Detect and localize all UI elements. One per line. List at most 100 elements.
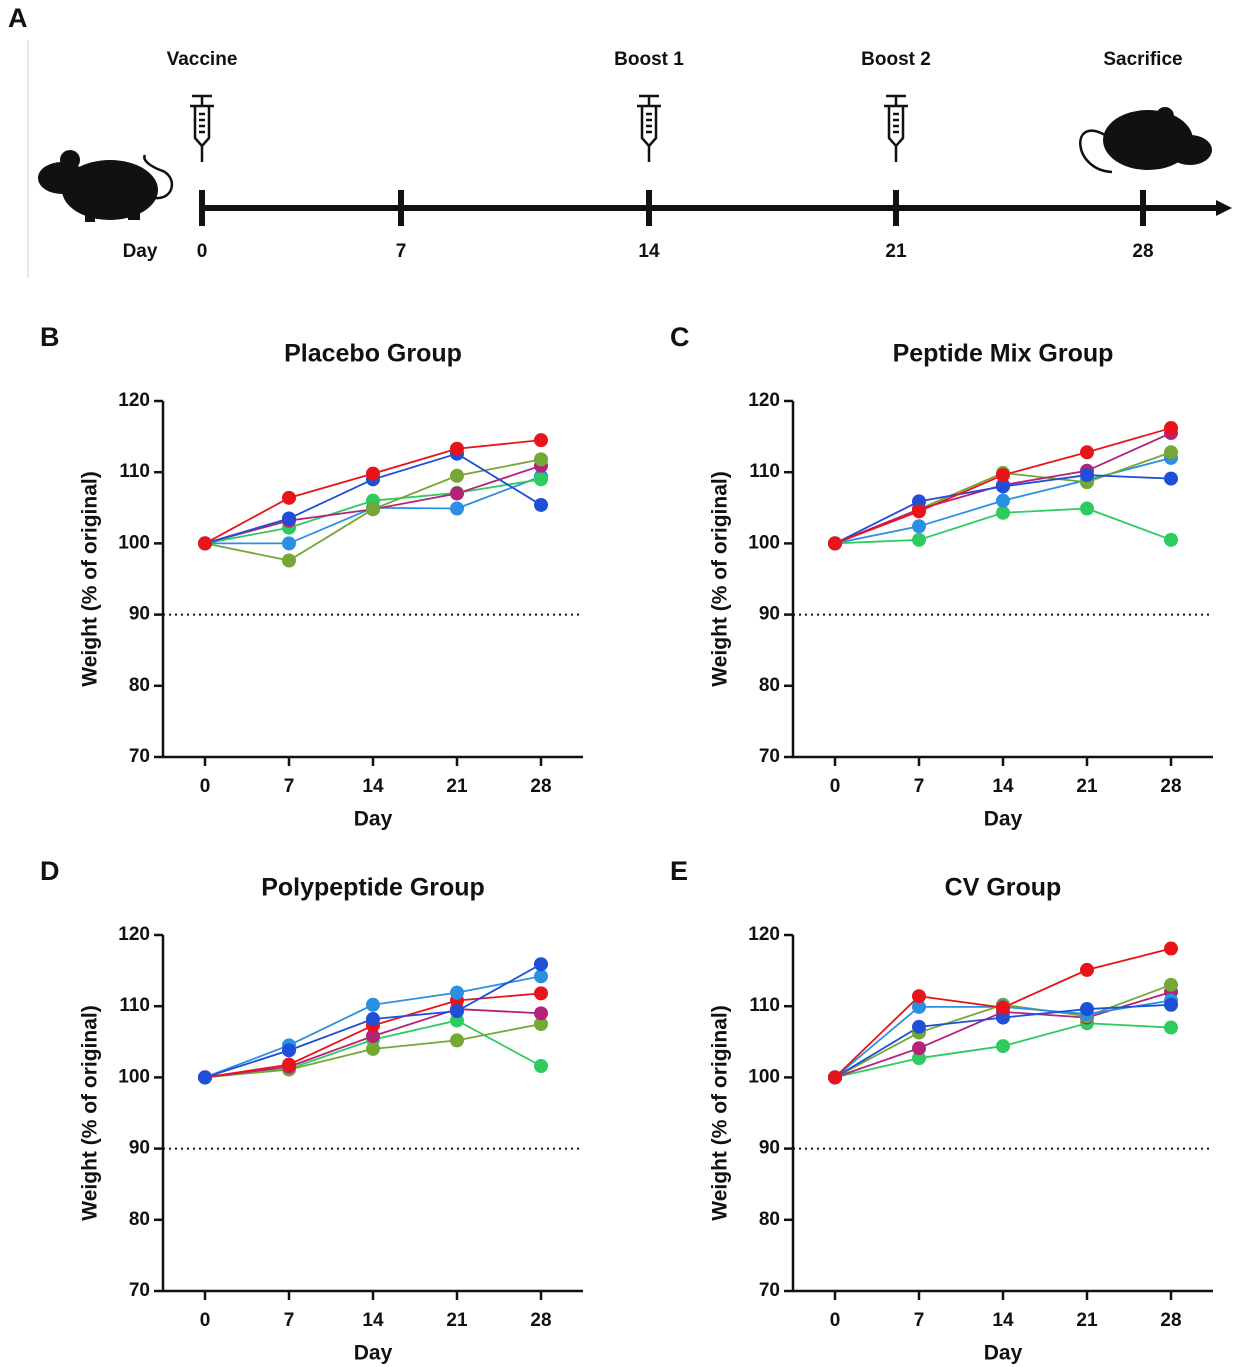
y-tick-label: 90 — [759, 604, 780, 625]
y-tick-label: 70 — [759, 746, 780, 767]
x-tick-label: 0 — [200, 776, 211, 797]
data-point — [996, 493, 1010, 508]
y-tick-label: 110 — [749, 461, 780, 482]
data-point — [450, 486, 464, 501]
data-point — [534, 433, 548, 448]
data-point — [534, 1059, 548, 1074]
data-point — [198, 536, 212, 551]
data-point — [1164, 421, 1178, 436]
y-tick-label: 120 — [748, 924, 780, 945]
y-tick-label: 100 — [118, 1066, 150, 1087]
y-axis-label: Weight (% of original) — [79, 471, 102, 686]
data-point — [450, 468, 464, 483]
data-point — [912, 532, 926, 547]
x-tick-label: 14 — [362, 1310, 384, 1331]
data-point — [1080, 1002, 1094, 1017]
y-tick-label: 90 — [759, 1138, 780, 1159]
x-tick-label: 0 — [830, 1310, 841, 1331]
y-tick-label: 100 — [748, 532, 780, 553]
x-tick-label: 21 — [1076, 776, 1098, 797]
timeline-label: Day — [123, 241, 158, 262]
x-tick-label: 7 — [284, 776, 295, 797]
data-point — [534, 472, 548, 487]
timeline-tick-label: 0 — [197, 241, 208, 262]
data-point — [912, 504, 926, 519]
x-tick-label: 21 — [1076, 1310, 1098, 1331]
x-tick-label: 14 — [362, 776, 384, 797]
y-tick-label: 110 — [119, 995, 150, 1016]
data-point — [1164, 941, 1178, 956]
timeline-tick-label: 21 — [885, 241, 907, 262]
x-axis-label: Day — [984, 1342, 1023, 1365]
data-point — [366, 1012, 380, 1027]
mouse-icon — [38, 150, 173, 222]
y-tick-label: 120 — [118, 390, 150, 411]
data-point — [1164, 445, 1178, 460]
panel-label: D — [40, 856, 60, 886]
y-tick-label: 110 — [119, 461, 150, 482]
data-point — [828, 536, 842, 551]
event-label: Boost 2 — [861, 49, 931, 70]
x-tick-label: 7 — [914, 776, 925, 797]
data-point — [534, 497, 548, 512]
data-point — [366, 1029, 380, 1044]
y-axis-label: Weight (% of original) — [709, 471, 732, 686]
y-tick-label: 80 — [759, 675, 780, 696]
data-point — [912, 494, 926, 509]
data-point — [534, 1006, 548, 1021]
data-point — [366, 502, 380, 517]
data-point — [1164, 1020, 1178, 1035]
y-tick-label: 70 — [129, 746, 150, 767]
timeline-tick-label: 28 — [1132, 241, 1153, 262]
data-point — [1080, 468, 1094, 483]
event-label: Boost 1 — [614, 49, 684, 70]
y-tick-label: 70 — [759, 1280, 780, 1301]
x-tick-label: 28 — [1160, 1310, 1181, 1331]
data-point — [198, 1070, 212, 1085]
panel-label: B — [40, 322, 60, 352]
y-tick-label: 100 — [118, 532, 150, 553]
x-axis-label: Day — [354, 808, 393, 831]
data-point — [912, 1041, 926, 1056]
chart-title: Polypeptide Group — [261, 874, 485, 902]
data-point — [1164, 532, 1178, 547]
x-tick-label: 28 — [1160, 776, 1181, 797]
data-point — [534, 1017, 548, 1031]
data-point — [912, 989, 926, 1004]
data-point — [1164, 471, 1178, 486]
data-point — [366, 997, 380, 1012]
data-point — [996, 468, 1010, 483]
y-tick-label: 80 — [129, 1209, 150, 1230]
data-point — [534, 986, 548, 1001]
x-tick-label: 21 — [446, 1310, 468, 1331]
panel-label: E — [670, 856, 688, 886]
y-tick-label: 80 — [129, 675, 150, 696]
x-tick-label: 28 — [530, 1310, 551, 1331]
data-point — [450, 501, 464, 516]
timeline-tick-label: 14 — [638, 241, 660, 262]
panel-label: C — [670, 322, 690, 352]
data-point — [912, 1019, 926, 1034]
y-tick-label: 120 — [118, 924, 150, 945]
data-point — [450, 985, 464, 1000]
y-axis-label: Weight (% of original) — [709, 1005, 732, 1220]
x-tick-label: 14 — [992, 776, 1014, 797]
x-tick-label: 7 — [284, 1310, 295, 1331]
x-tick-label: 0 — [200, 1310, 211, 1331]
y-tick-label: 120 — [748, 390, 780, 411]
data-point — [534, 957, 548, 972]
y-tick-label: 70 — [129, 1280, 150, 1301]
data-point — [534, 452, 548, 467]
data-point — [282, 490, 296, 505]
data-point — [366, 1041, 380, 1056]
x-axis-label: Day — [984, 808, 1023, 831]
data-point — [996, 505, 1010, 520]
data-point — [1164, 977, 1178, 992]
y-tick-label: 100 — [748, 1066, 780, 1087]
x-axis-label: Day — [354, 1342, 393, 1365]
data-point — [282, 536, 296, 551]
chart-title: CV Group — [945, 874, 1062, 902]
panel-label: A — [8, 3, 28, 33]
chart-title: Peptide Mix Group — [893, 340, 1114, 368]
